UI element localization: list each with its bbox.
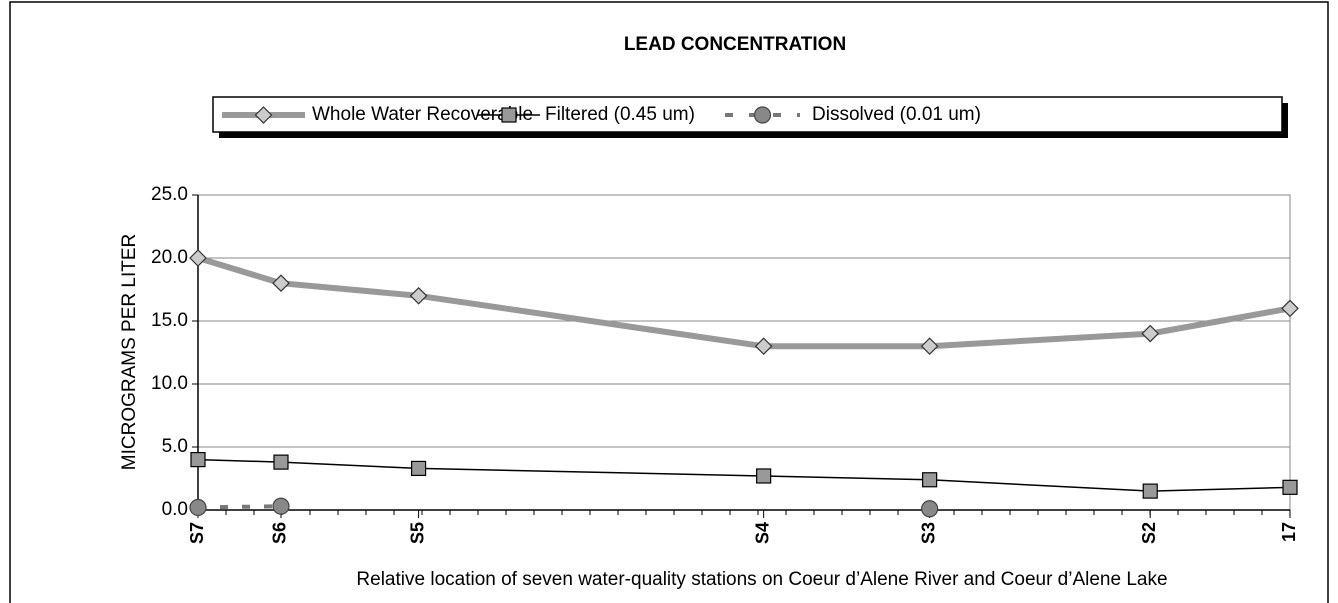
x-tick-label: S7 [187,522,207,544]
data-point [272,274,290,293]
chart-title: LEAD CONCENTRATION [624,34,846,55]
data-point [189,249,207,267]
data-point [1281,299,1299,318]
legend-marker [753,106,772,124]
data-point [273,454,289,470]
x-tick-label: S5 [407,522,427,544]
data-point [409,286,428,305]
data-point [1142,483,1158,499]
plot-area [197,194,1291,511]
y-tick-label: 10.0 [151,373,188,394]
frame [9,1,1329,603]
data-point [921,500,939,518]
x-tick-label: 17 [1279,522,1299,542]
data-point [920,337,939,356]
x-tick-label: S6 [270,522,290,544]
legend-marker [254,106,273,124]
data-point [189,498,207,517]
data-point [756,468,772,484]
x-tick-label: S4 [752,522,772,544]
data-point [754,337,773,356]
data-point [272,497,290,515]
y-tick-label: 0.0 [162,499,188,520]
y-tick-label: 20.0 [151,247,188,268]
x-axis-label: Relative location of seven water-quality… [356,569,1167,590]
y-tick-label: 25.0 [151,184,188,205]
legend-marker [501,107,517,123]
y-tick-label: 15.0 [151,310,188,331]
data-point [1282,479,1298,495]
data-point [410,460,427,477]
legend-label: Filtered (0.45 um) [545,104,695,125]
data-point [1141,324,1160,343]
legend-label: Dissolved (0.01 um) [812,104,981,125]
y-axis-label: MICROGRAMS PER LITER [119,234,140,470]
data-point [922,472,938,488]
x-tick-label: S3 [918,522,938,544]
y-tick-label: 5.0 [162,436,188,457]
data-point [190,452,206,468]
legend-box [212,96,1283,133]
legend-label: Whole Water Recoverable [312,104,533,125]
x-tick-label: S2 [1139,522,1159,544]
